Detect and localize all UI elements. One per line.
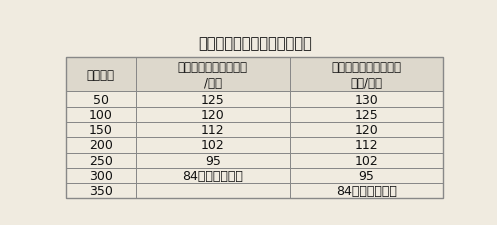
Bar [290, 153, 443, 168]
Text: 200: 200 [89, 139, 113, 152]
Bar [66, 92, 136, 107]
Bar [66, 107, 136, 122]
Bar [290, 138, 443, 153]
Text: 112: 112 [355, 139, 378, 152]
Bar [290, 183, 443, 198]
Bar [290, 92, 443, 107]
Bar [136, 58, 290, 92]
Bar [290, 58, 443, 92]
Text: 100: 100 [89, 108, 113, 121]
Bar [66, 168, 136, 183]
Bar [290, 92, 443, 107]
Bar [66, 58, 443, 198]
Text: 112: 112 [201, 124, 225, 137]
Text: 102: 102 [201, 139, 225, 152]
Bar [136, 183, 290, 198]
Bar [290, 138, 443, 153]
Bar [136, 107, 290, 122]
Bar [290, 107, 443, 122]
Bar [290, 168, 443, 183]
Bar [290, 122, 443, 138]
Text: 150: 150 [89, 124, 113, 137]
Text: 120: 120 [201, 108, 225, 121]
Text: 120: 120 [355, 124, 379, 137]
Bar [66, 183, 136, 198]
Bar [290, 183, 443, 198]
Text: 95: 95 [359, 169, 375, 182]
Text: 表１蓄电池放电循环次数对比: 表１蓄电池放电循环次数对比 [198, 36, 312, 51]
Bar [66, 107, 136, 122]
Text: 250: 250 [89, 154, 113, 167]
Bar [66, 153, 136, 168]
Bar [136, 122, 290, 138]
Text: 125: 125 [201, 93, 225, 106]
Bar [66, 138, 136, 153]
Bar [136, 138, 290, 153]
Bar [136, 168, 290, 183]
Bar [136, 92, 290, 107]
Bar [290, 107, 443, 122]
Bar [290, 122, 443, 138]
Text: 实施例１铅膏电池放电
时间/分钟: 实施例１铅膏电池放电 时间/分钟 [331, 61, 402, 90]
Text: 50: 50 [93, 93, 109, 106]
Bar [136, 183, 290, 198]
Bar [66, 92, 136, 107]
Bar [66, 153, 136, 168]
Text: 95: 95 [205, 154, 221, 167]
Bar [136, 107, 290, 122]
Bar [66, 183, 136, 198]
Bar [290, 58, 443, 92]
Bar [290, 168, 443, 183]
Text: 130: 130 [355, 93, 379, 106]
Bar [136, 122, 290, 138]
Text: 常规铅膏电池放电时间
/分钟: 常规铅膏电池放电时间 /分钟 [178, 61, 248, 90]
Bar [136, 58, 290, 92]
Text: 125: 125 [355, 108, 379, 121]
Bar [136, 168, 290, 183]
Bar [66, 122, 136, 138]
Bar [136, 138, 290, 153]
Text: 350: 350 [89, 184, 113, 197]
Bar [66, 138, 136, 153]
Text: 84（寿命结束）: 84（寿命结束） [182, 169, 243, 182]
Bar [136, 153, 290, 168]
Bar [66, 168, 136, 183]
Text: 84（寿命结束）: 84（寿命结束） [336, 184, 397, 197]
Bar [66, 122, 136, 138]
Text: 循环次数: 循环次数 [87, 69, 115, 81]
Text: 300: 300 [89, 169, 113, 182]
Text: 102: 102 [355, 154, 379, 167]
Bar [66, 58, 136, 92]
Bar [290, 153, 443, 168]
Bar [66, 58, 136, 92]
Bar [136, 153, 290, 168]
Bar [136, 92, 290, 107]
